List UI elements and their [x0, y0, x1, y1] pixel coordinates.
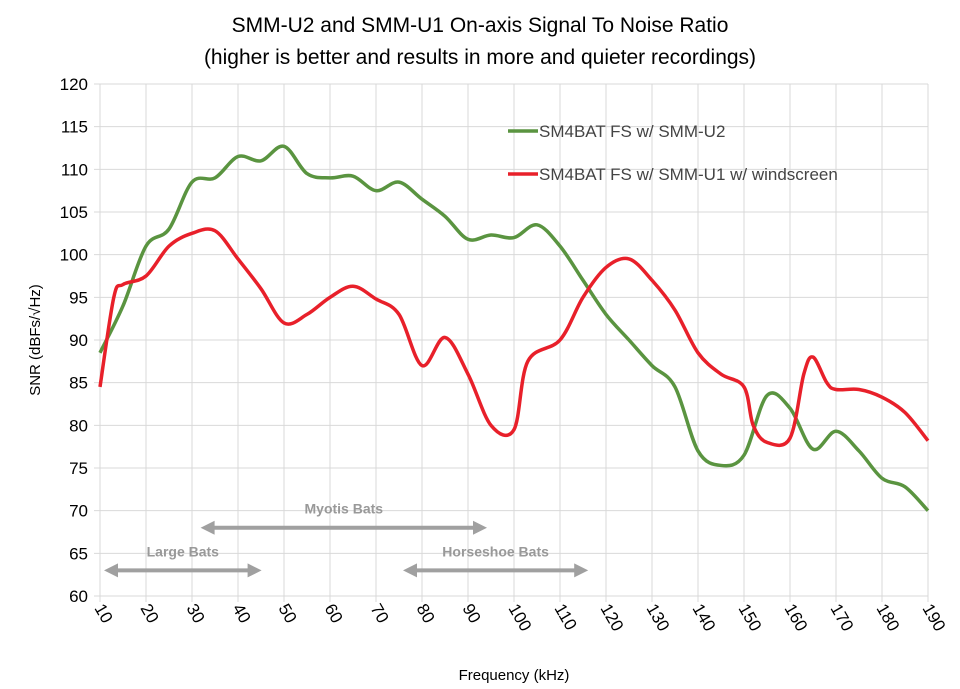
- y-tick-label: 65: [69, 544, 88, 563]
- arrowhead-right: [574, 563, 589, 578]
- x-tick-label: 160: [781, 601, 812, 635]
- y-tick-label: 115: [61, 118, 88, 137]
- y-tick-labels: 60 65 70 75 80 85 90 95 100 105 110 115 120: [60, 75, 88, 606]
- arrowhead-left: [403, 563, 417, 578]
- y-tick-label: 95: [69, 288, 88, 307]
- series-line-smm-u2: [98, 144, 930, 512]
- x-tick-label: 100: [505, 601, 536, 635]
- x-tick-label: 90: [459, 601, 485, 627]
- arrowhead-right: [247, 563, 262, 578]
- arrowhead-left: [104, 563, 118, 578]
- y-tick-label: 100: [60, 246, 88, 265]
- x-tick-label: 180: [873, 601, 904, 635]
- series-lines: [98, 144, 930, 512]
- y-tick-label: 90: [69, 331, 88, 350]
- y-tick-label: 110: [61, 160, 88, 179]
- x-tick-label: 110: [551, 601, 581, 634]
- annotation-label: Myotis Bats: [305, 501, 384, 517]
- arrowhead-right: [473, 520, 487, 535]
- arrowhead-left: [200, 520, 215, 535]
- x-tick-label: 40: [229, 601, 255, 627]
- annotation-label: Large Bats: [147, 543, 220, 559]
- x-tick-label: 10: [91, 601, 117, 627]
- x-tick-labels: 10 20 30 40 50 60 70 80 90 100 110 120 130 140 150 160 1…: [91, 601, 950, 635]
- y-tick-label: 80: [69, 416, 88, 435]
- x-tick-label: 80: [413, 601, 439, 627]
- x-tick-label: 170: [827, 601, 858, 635]
- x-tick-label: 130: [643, 601, 674, 635]
- y-axis-label: SNR (dBFs/√Hz): [27, 284, 44, 396]
- x-tick-label: 150: [735, 601, 766, 635]
- y-tick-label: 70: [69, 502, 88, 521]
- gridlines: [94, 83, 929, 602]
- y-tick-label: 60: [69, 587, 88, 606]
- x-axis-label: Frequency (kHz): [459, 667, 570, 684]
- y-tick-label: 75: [69, 459, 88, 478]
- annotation-label: Horseshoe Bats: [442, 543, 549, 559]
- annotations: Myotis Bats Large Bats Horseshoe Bats: [104, 501, 589, 578]
- y-tick-label: 120: [60, 75, 88, 94]
- x-tick-label: 140: [689, 601, 720, 635]
- legend-label: SM4BAT FS w/ SMM-U2: [539, 122, 725, 141]
- legend-label: SM4BAT FS w/ SMM-U1 w/ windscreen: [539, 165, 838, 184]
- x-tick-label: 60: [321, 601, 347, 627]
- chart-title: SMM-U2 and SMM-U1 On-axis Signal To Nois…: [232, 14, 729, 37]
- x-tick-label: 120: [597, 601, 628, 635]
- x-tick-label: 50: [275, 601, 301, 627]
- legend: SM4BAT FS w/ SMM-U2 SM4BAT FS w/ SMM-U1 w…: [508, 122, 838, 184]
- x-tick-label: 20: [137, 601, 163, 627]
- series-line-smm-u1: [98, 227, 930, 448]
- y-tick-label: 105: [60, 203, 88, 222]
- x-tick-label: 30: [183, 601, 209, 627]
- x-tick-label: 70: [367, 601, 393, 627]
- y-tick-label: 85: [69, 374, 88, 393]
- x-tick-label: 190: [919, 601, 950, 635]
- chart-subtitle: (higher is better and results in more an…: [204, 46, 756, 69]
